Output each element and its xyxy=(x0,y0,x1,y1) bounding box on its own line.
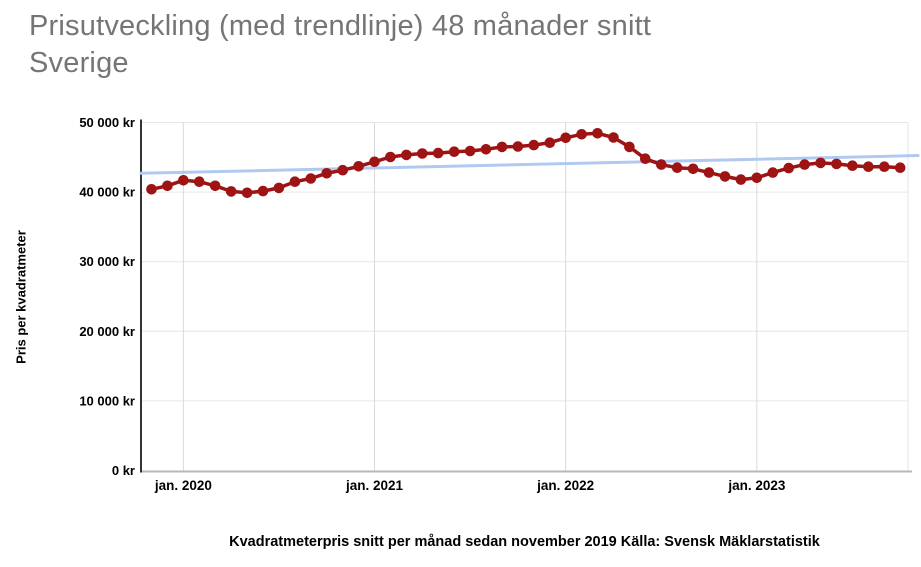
data-point[interactable] xyxy=(671,162,683,173)
x-tick-label: jan. 2023 xyxy=(727,478,786,493)
data-point[interactable] xyxy=(417,148,428,159)
data-point[interactable] xyxy=(656,159,667,170)
data-point[interactable] xyxy=(783,162,794,174)
data-point[interactable] xyxy=(257,185,269,197)
data-point[interactable] xyxy=(831,158,842,170)
trendline xyxy=(139,154,920,175)
data-point[interactable] xyxy=(815,157,826,169)
data-point[interactable] xyxy=(847,160,858,171)
data-point[interactable] xyxy=(273,182,285,194)
axis-lines xyxy=(140,119,912,473)
data-point[interactable] xyxy=(735,174,747,185)
y-tick-label: 10 000 kr xyxy=(79,393,135,408)
data-point[interactable] xyxy=(369,156,380,168)
data-point[interactable] xyxy=(162,180,173,192)
y-tick-label: 0 kr xyxy=(112,463,135,478)
y-axis-tick-labels: 0 kr 10 000 kr 20 000 kr 30 000 kr 40 00… xyxy=(79,115,135,478)
data-point[interactable] xyxy=(225,186,237,197)
y-tick-label: 30 000 kr xyxy=(79,254,135,269)
x-tick-label: jan. 2020 xyxy=(154,478,212,493)
data-point[interactable] xyxy=(353,161,364,172)
data-point[interactable] xyxy=(512,141,524,152)
price-series xyxy=(146,128,906,199)
data-point[interactable] xyxy=(401,149,412,161)
x-tick-label: jan. 2021 xyxy=(345,478,404,493)
data-point[interactable] xyxy=(719,171,731,182)
chart-caption: Kvadratmeterpris snitt per månad sedan n… xyxy=(229,534,820,550)
data-point[interactable] xyxy=(480,144,492,155)
data-point[interactable] xyxy=(385,151,396,163)
data-point[interactable] xyxy=(321,168,333,179)
data-point[interactable] xyxy=(464,145,476,157)
data-point[interactable] xyxy=(767,167,779,178)
data-point[interactable] xyxy=(432,147,444,159)
y-tick-label: 20 000 kr xyxy=(79,324,135,339)
data-point[interactable] xyxy=(703,167,715,178)
data-point[interactable] xyxy=(608,132,619,143)
chart-title: Prisutveckling (med trendlinje) 48 månad… xyxy=(29,8,859,82)
data-point[interactable] xyxy=(799,159,810,170)
data-point[interactable] xyxy=(528,139,540,151)
data-point[interactable] xyxy=(624,141,635,153)
x-tick-label: jan. 2022 xyxy=(536,478,594,493)
data-point[interactable] xyxy=(687,163,699,175)
data-point[interactable] xyxy=(863,161,874,172)
y-tick-label: 50 000 kr xyxy=(79,115,135,130)
data-point[interactable] xyxy=(289,176,301,187)
data-point[interactable] xyxy=(751,172,763,184)
data-point[interactable] xyxy=(576,129,587,140)
y-tick-label: 40 000 kr xyxy=(79,185,135,200)
data-point[interactable] xyxy=(337,164,349,176)
gridlines xyxy=(141,122,909,471)
data-point[interactable] xyxy=(544,137,556,148)
data-point[interactable] xyxy=(305,173,317,184)
chart-title-line2: Sverige xyxy=(29,47,129,79)
x-axis-tick-labels: jan. 2020 jan. 2021 jan. 2022 jan. 2023 xyxy=(154,478,786,493)
data-point[interactable] xyxy=(640,153,651,164)
data-point[interactable] xyxy=(894,162,906,173)
data-point[interactable] xyxy=(194,176,205,187)
chart-title-line1: Prisutveckling (med trendlinje) 48 månad… xyxy=(29,10,652,42)
data-point[interactable] xyxy=(178,175,189,186)
data-point[interactable] xyxy=(209,180,221,192)
data-point[interactable] xyxy=(560,132,571,144)
data-point[interactable] xyxy=(146,184,157,195)
data-point[interactable] xyxy=(448,146,460,157)
data-point[interactable] xyxy=(879,161,890,172)
data-point[interactable] xyxy=(241,187,253,199)
data-point[interactable] xyxy=(592,128,603,139)
data-point[interactable] xyxy=(496,141,508,153)
